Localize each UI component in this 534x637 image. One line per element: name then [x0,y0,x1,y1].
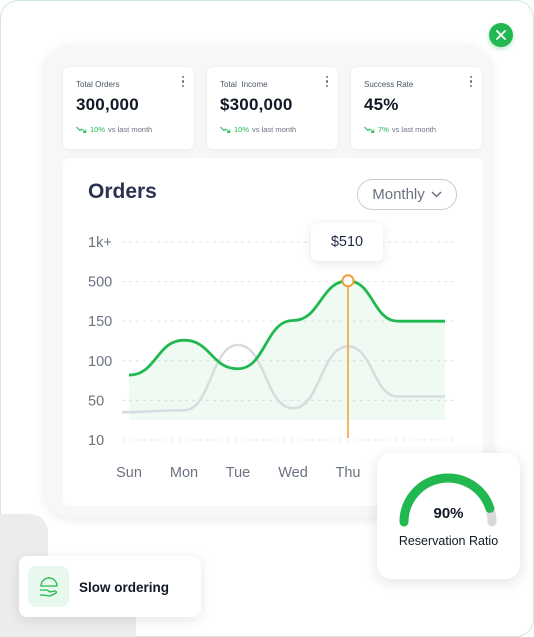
y-tick-label: 1k+ [88,235,112,251]
stat-trend: 10% vs last month [220,125,296,134]
more-vertical-icon[interactable] [325,76,329,87]
slow-ordering-label: Slow ordering [79,580,170,595]
stat-change: 10% [234,125,250,134]
period-select-value: Monthly [372,186,425,203]
highlight-point [341,274,355,288]
trend-icon [76,126,87,133]
reservation-ratio-card: 90% Reservation Ratio [377,453,520,579]
ratio-label: Reservation Ratio [398,534,499,548]
period-select[interactable]: Monthly [357,179,457,210]
stat-card-total-income: Total Income $300,000 10% vs last month [207,67,338,149]
x-tick-label: Sun [116,465,142,481]
y-tick-label: 500 [88,275,112,291]
trend-icon [220,126,231,133]
stat-label: Total Income [220,80,268,89]
chart-tooltip: $510 [311,223,383,261]
x-tick-label: Thu [336,465,361,481]
close-button[interactable] [489,23,513,47]
y-tick-label: 10 [88,433,104,449]
stat-change: 10% [90,125,106,134]
chevron-down-icon [431,191,442,198]
stat-change: 7% [378,125,389,134]
more-vertical-icon[interactable] [469,76,473,87]
stat-change-suffix: vs last month [391,125,437,134]
trend-icon [364,126,375,133]
ratio-value: 90% [433,505,464,522]
stat-trend: 7% vs last month [364,125,436,134]
series-line-orders [128,279,445,377]
slow-ordering-card[interactable]: Slow ordering [19,556,201,617]
y-tick-label: 50 [88,393,104,409]
gauge-fill [399,473,495,527]
serving-hand-icon [28,566,69,607]
y-tick-label: 100 [88,354,112,370]
more-vertical-icon[interactable] [181,76,185,87]
close-icon [496,30,506,40]
series-line-secondary [121,343,445,414]
stat-label: Success Rate [364,80,414,89]
stat-value: 45% [364,95,399,114]
stat-value: $300,000 [220,95,293,114]
x-tick-label: Tue [226,465,250,481]
x-tick-label: Mon [170,465,198,481]
stat-change-suffix: vs last month [108,125,153,134]
x-tick-label: Wed [278,465,308,481]
stat-change-suffix: vs last month [252,125,297,134]
ratio-gauge [399,473,497,527]
stat-value: 300,000 [76,95,139,114]
stat-trend: 10% vs last month [76,125,152,134]
series-area-fill [129,280,445,420]
stat-label: Total Orders [76,80,120,89]
stat-card-total-orders: Total Orders 300,000 10% vs last month [63,67,194,149]
y-tick-label: 150 [88,314,112,330]
chart-title: Orders [88,180,157,203]
stat-card-success-rate: Success Rate 45% 7% vs last month [351,67,482,149]
